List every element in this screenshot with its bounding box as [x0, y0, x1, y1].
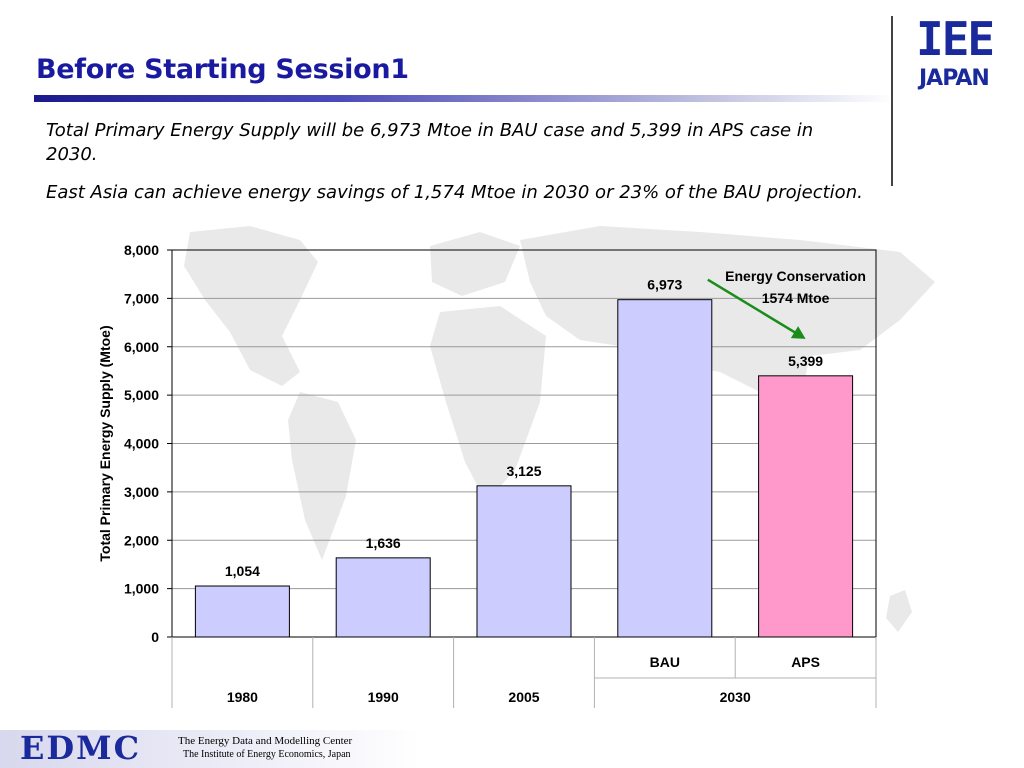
data-label: 6,973	[647, 277, 682, 293]
edmc-logo: EDMC	[20, 729, 142, 767]
bar	[758, 375, 854, 638]
annotation-value: 1574 Mtoe	[762, 290, 830, 306]
logo-sub-text: JAPAN	[919, 66, 990, 91]
annotation-text: Energy Conservation	[725, 268, 866, 284]
footer-band	[0, 730, 420, 768]
x-group-label: 1980	[227, 689, 258, 705]
conservation-arrow-line	[707, 278, 797, 334]
y-tick-label: 4,000	[124, 436, 159, 452]
header-divider	[891, 16, 893, 186]
x-group-label: 1990	[368, 689, 399, 705]
y-tick-label: 1,000	[124, 581, 159, 597]
logo-main-text: IEE	[916, 12, 995, 66]
summary-paragraph-1: Total Primary Energy Supply will be 6,97…	[46, 120, 814, 165]
x-group-label: 2030	[720, 689, 751, 705]
x-group-label: 2005	[508, 689, 539, 705]
y-tick-label: 2,000	[124, 532, 159, 548]
x-subcategory-label: APS	[791, 654, 820, 670]
y-axis-title: Total Primary Energy Supply (Mtoe)	[97, 325, 113, 561]
y-tick-label: 3,000	[124, 484, 159, 500]
x-subcategory-label: BAU	[650, 654, 680, 670]
data-label: 1,054	[225, 563, 260, 579]
y-tick-label: 8,000	[124, 242, 159, 258]
bar	[335, 557, 431, 638]
data-label: 1,636	[366, 535, 401, 551]
institute-name: The Institute of Energy Economics, Japan	[183, 749, 351, 760]
data-label: 3,125	[506, 463, 541, 479]
bar	[476, 485, 572, 638]
y-tick-label: 7,000	[124, 290, 159, 306]
title-underline	[34, 95, 894, 102]
data-label: 5,399	[788, 353, 823, 369]
y-tick-label: 6,000	[124, 339, 159, 355]
conservation-arrow-head	[790, 326, 806, 339]
slide-title: Before Starting Session1	[36, 54, 409, 85]
summary-paragraph-2: East Asia can achieve energy savings of …	[46, 182, 863, 203]
chart-plot: 1,054 1,636 3,125 6,973 5,399 0 1,000 2,000 3,00…	[97, 242, 877, 708]
iee-japan-logo: IEE JAPAN	[916, 16, 1000, 96]
edmc-name: The Energy Data and Modelling Center	[178, 735, 353, 747]
bar	[194, 585, 290, 638]
bar	[617, 299, 713, 638]
y-tick-label: 5,000	[124, 387, 159, 403]
y-tick-label: 0	[151, 629, 159, 645]
